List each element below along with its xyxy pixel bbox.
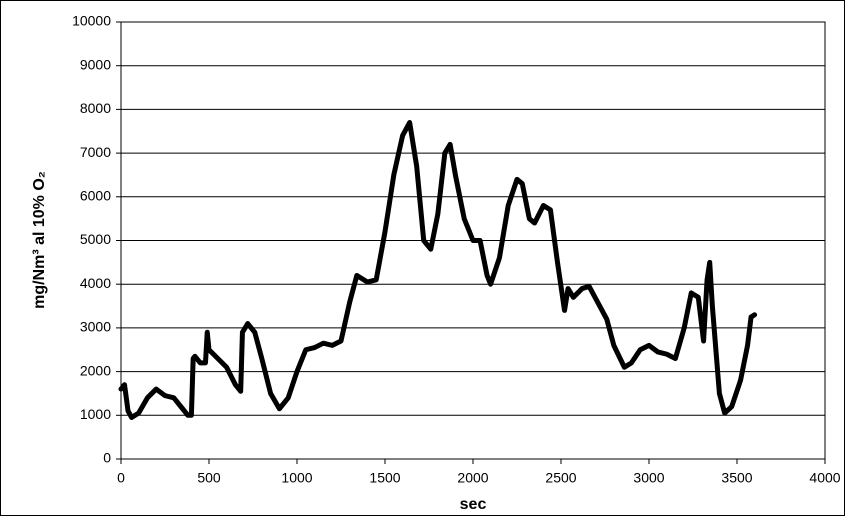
y-tick-label: 1000 <box>80 406 111 422</box>
x-tick-label: 1000 <box>281 470 312 486</box>
y-tick-label: 0 <box>103 450 111 466</box>
y-tick-label: 6000 <box>80 188 111 204</box>
y-tick-label: 8000 <box>80 100 111 116</box>
data-line <box>118 120 758 420</box>
x-tick-label: 3000 <box>633 470 664 486</box>
x-tick-label: 2500 <box>545 470 576 486</box>
x-tick-label: 4000 <box>809 470 840 486</box>
y-tick-label: 9000 <box>80 56 111 72</box>
y-axis-label: mg/Nm³ al 10% O₂ <box>31 171 48 309</box>
y-tick-label: 3000 <box>80 319 111 335</box>
x-tick-label: 1500 <box>369 470 400 486</box>
x-tick-label: 2000 <box>457 470 488 486</box>
x-tick-label: 0 <box>117 470 125 486</box>
x-tick-label: 500 <box>197 470 221 486</box>
y-tick-label: 7000 <box>80 144 111 160</box>
x-tick-label: 3500 <box>721 470 752 486</box>
y-tick-label: 4000 <box>80 275 111 291</box>
y-tick-label: 2000 <box>80 362 111 378</box>
x-axis-label: sec <box>460 496 487 513</box>
y-tick-label: 5000 <box>80 231 111 247</box>
y-tick-label: 10000 <box>72 13 111 29</box>
